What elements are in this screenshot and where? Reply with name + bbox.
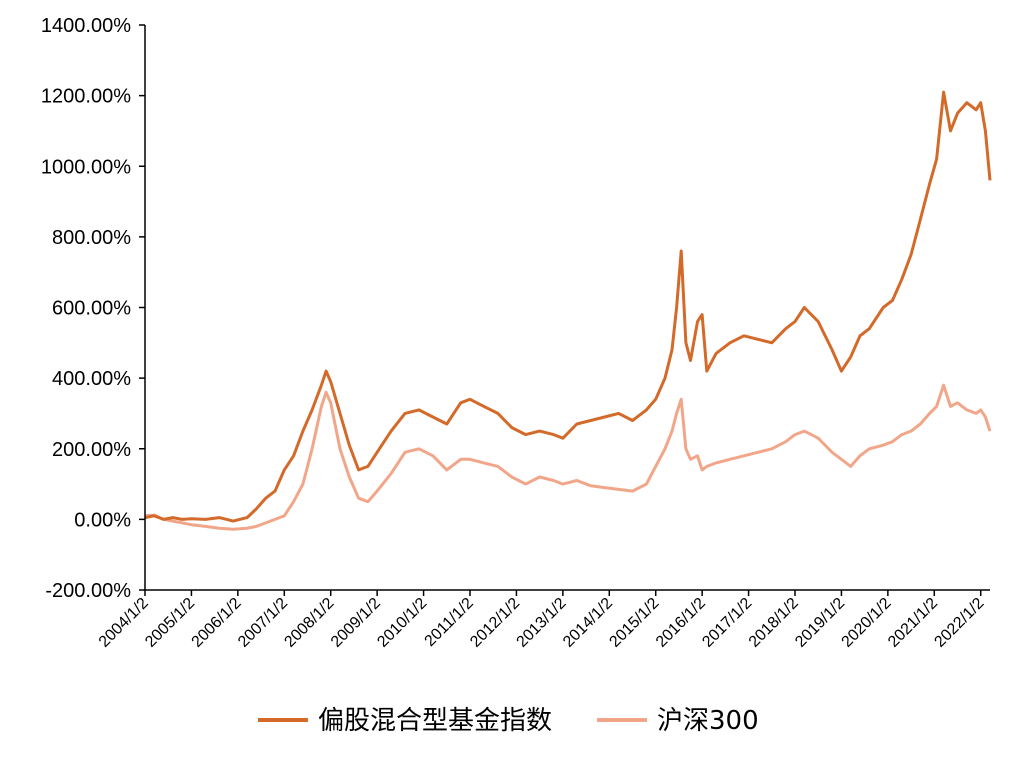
x-tick-label: 2017/1/2 bbox=[699, 595, 755, 651]
x-tick-label: 2018/1/2 bbox=[746, 595, 802, 651]
x-tick-label: 2015/1/2 bbox=[606, 595, 662, 651]
y-tick-label: 0.00% bbox=[74, 509, 131, 531]
legend-label-csi300: 沪深300 bbox=[657, 706, 759, 736]
y-tick-label: 600.00% bbox=[52, 298, 131, 320]
x-tick-label: 2014/1/2 bbox=[560, 595, 616, 651]
x-tick-label: 2006/1/2 bbox=[189, 595, 245, 651]
legend-label-fund-index: 偏股混合型基金指数 bbox=[318, 706, 552, 736]
x-tick-label: 2011/1/2 bbox=[422, 595, 477, 650]
y-tick-label: 200.00% bbox=[52, 439, 131, 461]
x-tick-label: 2022/1/2 bbox=[931, 595, 987, 651]
y-tick-label: 1400.00% bbox=[41, 15, 131, 37]
y-axis-ticks: -200.00% 0.00% 200.00% 400.00% 600.00% 800.00… bbox=[41, 15, 145, 602]
x-tick-label: 2013/1/2 bbox=[514, 595, 570, 651]
series-layer bbox=[144, 90, 992, 531]
x-tick-label: 2016/1/2 bbox=[653, 595, 709, 651]
x-tick-label: 2009/1/2 bbox=[328, 595, 384, 651]
x-tick-label: 2005/1/2 bbox=[142, 595, 198, 651]
x-tick-label: 2004/1/2 bbox=[96, 595, 152, 651]
x-tick-label: 2010/1/2 bbox=[374, 595, 430, 651]
y-tick-label: -200.00% bbox=[45, 580, 131, 602]
x-tick-label: 2021/1/2 bbox=[885, 595, 941, 651]
y-tick-label: 800.00% bbox=[52, 227, 131, 249]
y-tick-label: 400.00% bbox=[52, 368, 131, 390]
series-line-csi300 bbox=[144, 383, 992, 531]
x-axis-ticks: 2004/1/22005/1/22006/1/22007/1/22008/1/2… bbox=[96, 590, 988, 651]
y-tick-label: 1200.00% bbox=[41, 86, 131, 108]
x-tick-label: 2020/1/2 bbox=[839, 595, 895, 651]
legend: 偏股混合型基金指数 沪深300 bbox=[258, 706, 759, 736]
x-tick-label: 2008/1/2 bbox=[281, 595, 337, 651]
series-line-fund-index bbox=[144, 90, 992, 523]
x-tick-label: 2007/1/2 bbox=[235, 595, 291, 651]
y-tick-label: 1000.00% bbox=[41, 156, 131, 178]
x-tick-label: 2012/1/2 bbox=[467, 595, 523, 651]
x-tick-label: 2019/1/2 bbox=[792, 595, 848, 651]
